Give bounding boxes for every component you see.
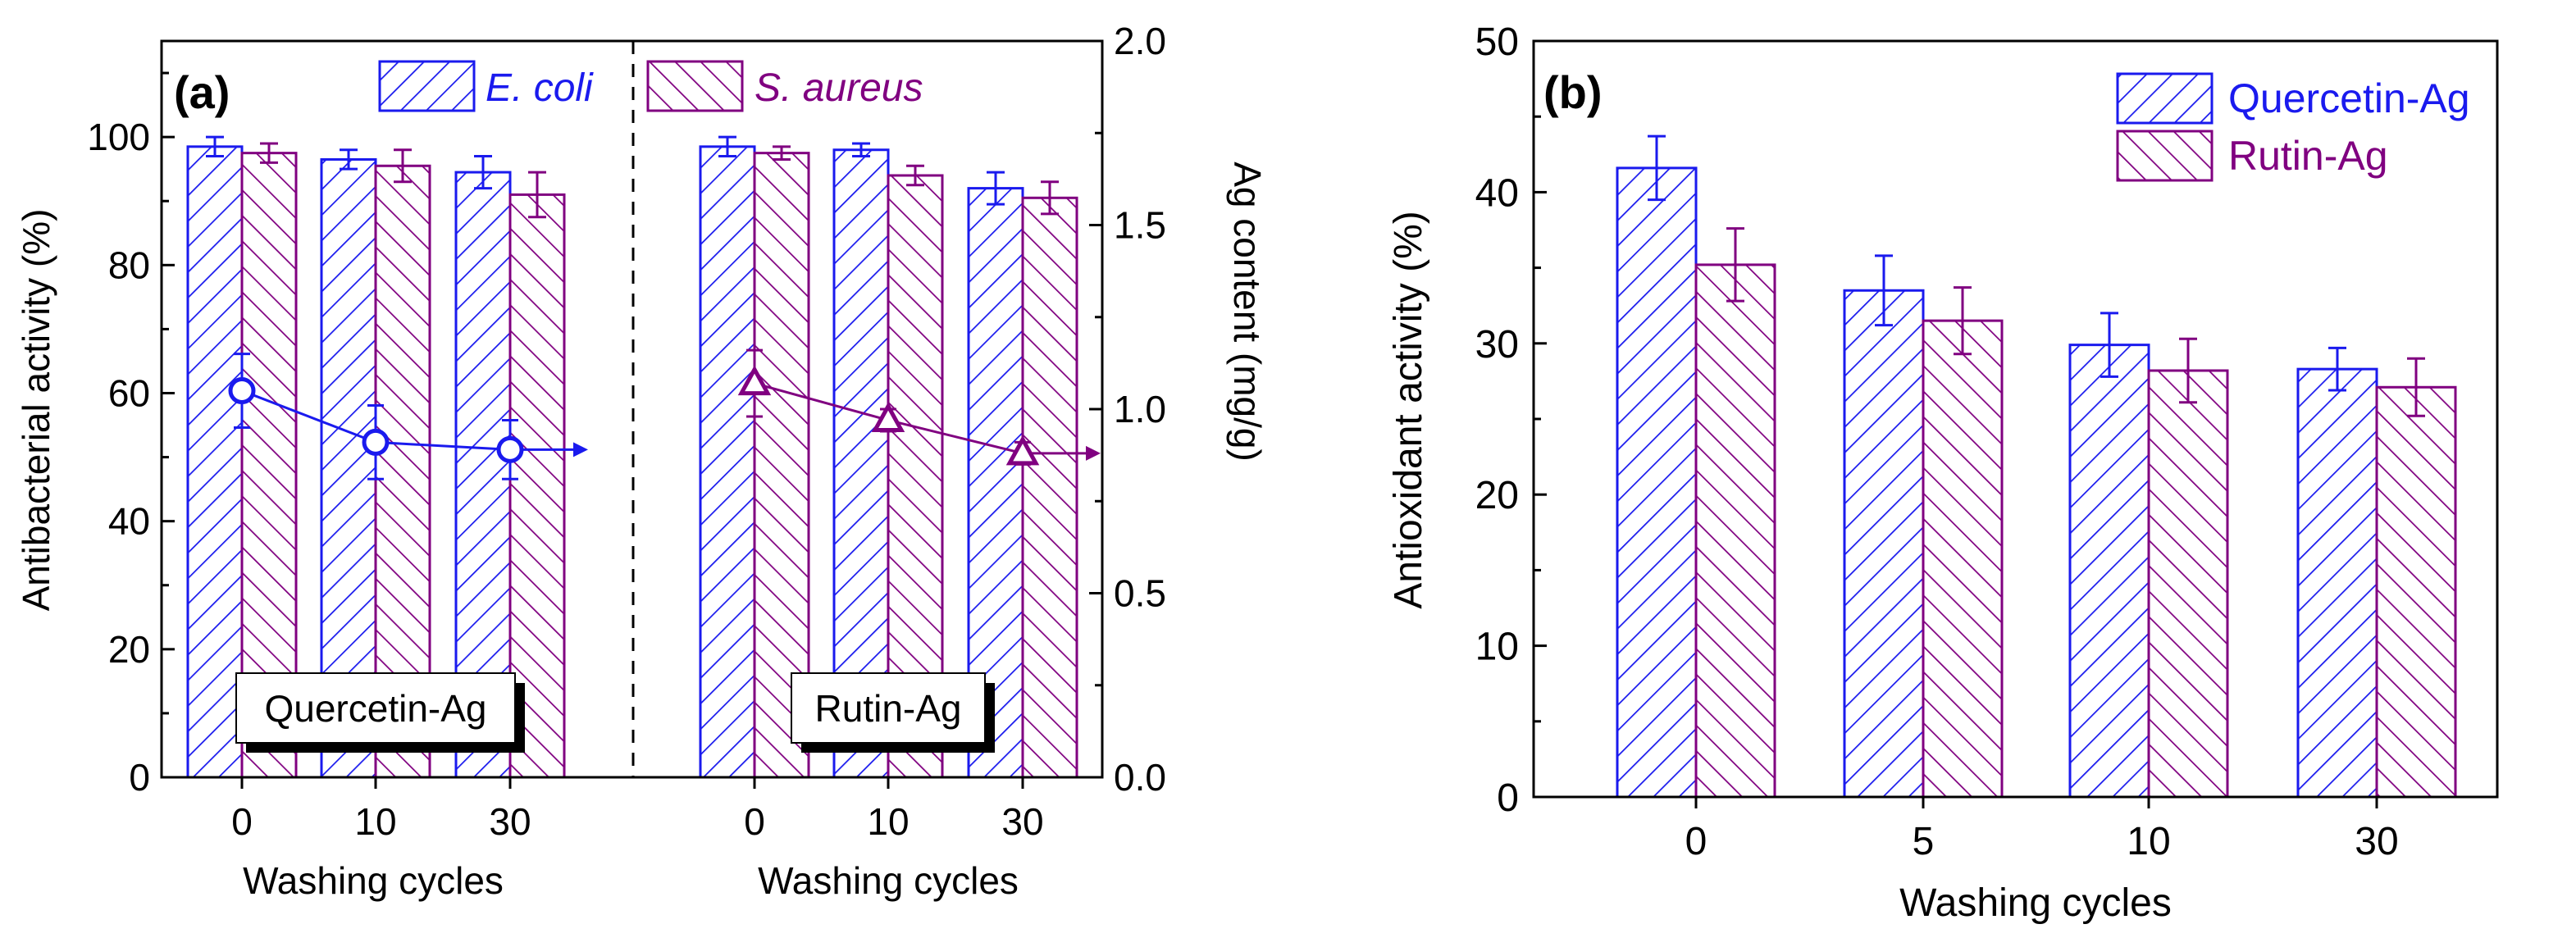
ag-content-line-0 <box>241 389 573 451</box>
a-y2tick-label: 2.0 <box>1114 20 1166 62</box>
bar-quercetin-ag-10 <box>2068 344 2150 799</box>
panel-a-xlabel-left: Washing cycles <box>243 859 504 902</box>
panel-a-ylabel: Antibacterial activity (%) <box>15 209 57 612</box>
a-y2tick-label: 0.5 <box>1114 572 1166 615</box>
bar-quercetin-ag-0 <box>1616 166 1698 799</box>
rutin-group-label: Rutin-Ag <box>815 687 962 730</box>
b-ytick-label: 50 <box>1475 20 1519 64</box>
b-ytick-label: 40 <box>1475 171 1519 215</box>
a-ytick-label: 80 <box>108 244 150 286</box>
panel-a-y-ticks: 0 20 40 60 80 100 <box>87 71 175 799</box>
panel-b-xlabel: Washing cycles <box>1899 881 2172 925</box>
ag-point-quercetin-10 <box>362 428 390 456</box>
ag-content-arrow-1 <box>1086 445 1101 461</box>
ag-point-quercetin-0 <box>228 377 256 405</box>
a-xtick-label: 30 <box>1001 800 1043 843</box>
ag-point-quercetin-30 <box>496 435 524 463</box>
b-xtick-label: 5 <box>1913 820 1935 863</box>
legend-label-quercetin-ag: Quercetin-Ag <box>2228 75 2470 121</box>
ag-content-arrow-0 <box>573 442 588 458</box>
ag-point-rutin-0 <box>737 365 772 396</box>
panel-b-bars <box>1616 134 2457 799</box>
a-ytick-label: 40 <box>108 500 150 543</box>
legend-swatch-s-aureus <box>646 60 744 112</box>
legend-label-rutin-ag: Rutin-Ag <box>2228 133 2388 179</box>
ag-point-rutin-30 <box>1005 435 1040 466</box>
a-ytick-label: 20 <box>108 628 150 671</box>
panel-a-ag-content <box>228 348 1101 480</box>
rutin-label-box <box>791 672 986 744</box>
a-xtick-label: 0 <box>231 800 253 843</box>
a-ytick-label: 60 <box>108 371 150 414</box>
legend-swatch-rutin-ag <box>2116 130 2214 182</box>
a-ytick-label: 0 <box>129 756 150 799</box>
bar-rutin-ag-s-aureus-30 <box>1021 196 1078 779</box>
ag-content-line-1 <box>754 382 1086 455</box>
bar-rutin-ag-5 <box>1922 319 2004 799</box>
panel-a-y2-ticks: 0.0 0.5 1.0 1.5 2.0 <box>1089 20 1166 799</box>
a-xtick-label: 0 <box>744 800 765 843</box>
legend-swatch-quercetin-ag <box>2116 72 2214 125</box>
bar-rutin-ag-30 <box>2375 385 2457 799</box>
b-ytick-label: 30 <box>1475 323 1519 367</box>
panel-b-y-ticks: 0 10 20 30 40 50 <box>1475 20 1547 820</box>
legend-label-s-aureus: S. aureus <box>755 66 923 110</box>
bar-rutin-ag-0 <box>1694 263 1776 799</box>
panel-b-ylabel: Antioxidant activity (%) <box>1387 211 1430 609</box>
b-xtick-label: 30 <box>2355 820 2398 863</box>
b-xtick-label: 0 <box>1685 820 1707 863</box>
panel-a-y2label: Ag content (mg/g) <box>1226 162 1269 462</box>
bar-quercetin-ag-5 <box>1843 289 1925 799</box>
a-xtick-label: 30 <box>489 800 531 843</box>
a-xtick-label: 10 <box>354 800 396 843</box>
bar-quercetin-ag-e-coli-0 <box>186 145 244 779</box>
panel-b-x-ticks: 0 5 10 30 <box>1685 797 2399 863</box>
quercetin-label-box <box>235 672 516 744</box>
bar-quercetin-ag-30 <box>2296 367 2378 799</box>
a-y2tick-label: 0.0 <box>1114 756 1166 799</box>
panel-b: 0 10 20 30 40 50 0 5 10 30 Antioxidant activity … <box>1387 20 2499 925</box>
panel-a-x-ticks: 0 10 30 0 10 30 <box>231 777 1044 843</box>
legend-swatch-e-coli <box>378 60 476 112</box>
b-ytick-label: 10 <box>1475 626 1519 669</box>
bar-rutin-ag-10 <box>2147 369 2229 799</box>
panel-a-title: (a) <box>174 66 230 118</box>
b-ytick-label: 0 <box>1497 776 1519 820</box>
a-y2tick-label: 1.0 <box>1114 388 1166 430</box>
ag-point-rutin-10 <box>871 402 905 432</box>
panel-a-xlabel-right: Washing cycles <box>758 859 1019 902</box>
a-ytick-label: 100 <box>87 116 150 158</box>
b-xtick-label: 10 <box>2127 820 2170 863</box>
a-y2tick-label: 1.5 <box>1114 204 1166 247</box>
legend-label-e-coli: E. coli <box>486 66 594 110</box>
quercetin-group-label: Quercetin-Ag <box>264 687 486 730</box>
a-xtick-label: 10 <box>867 800 909 843</box>
b-ytick-label: 20 <box>1475 474 1519 517</box>
panel-b-title: (b) <box>1543 66 1603 118</box>
bar-rutin-ag-e-coli-0 <box>699 145 756 779</box>
